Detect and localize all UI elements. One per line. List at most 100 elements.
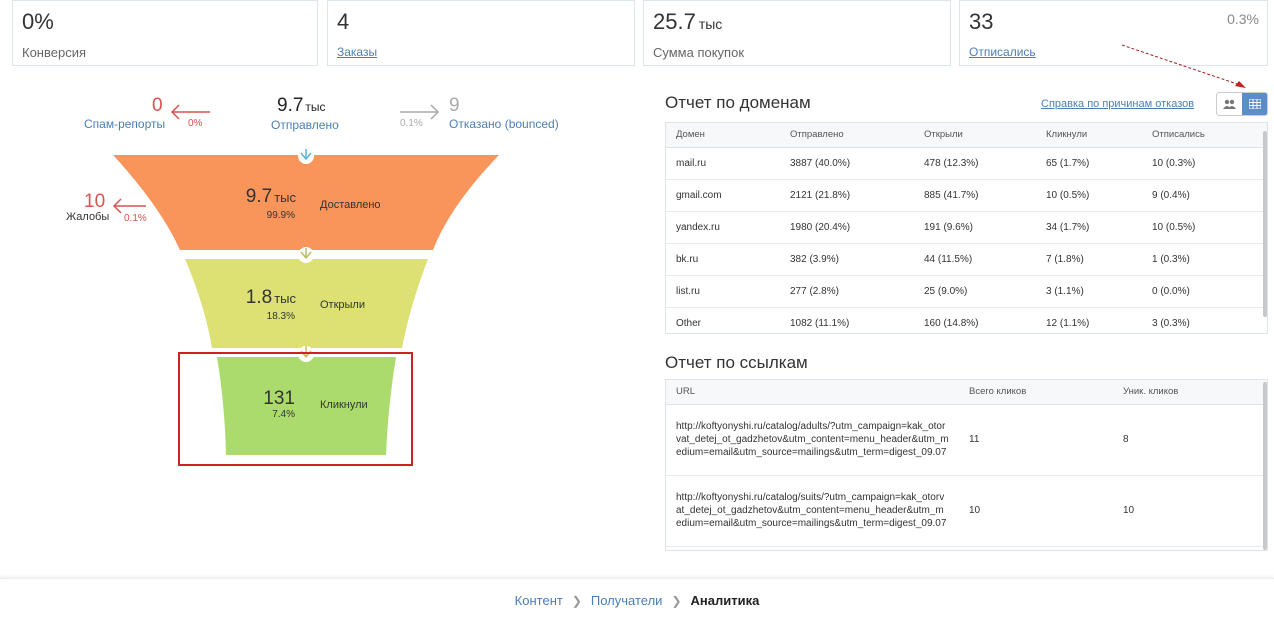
stat-unsubscribed: 33 0.3% Отписались xyxy=(959,0,1268,66)
cell: yandex.ru xyxy=(666,211,780,244)
bounced-link[interactable]: Отказано (bounced) xyxy=(449,117,559,131)
bounced-pct: 0.1% xyxy=(400,118,423,129)
table-row: list.ru 277 (2.8%) 25 (9.0%) 3 (1.1%) 0 (0.0… xyxy=(666,275,1267,308)
cell: gmail.com xyxy=(666,179,780,212)
sent-link[interactable]: Отправлено xyxy=(271,118,339,132)
table-row: http://koftyonyshi.ru/catalog/suits/?utm… xyxy=(666,475,1267,547)
sent-number: 9.7 xyxy=(277,95,304,116)
cell: 25 (9.0%) xyxy=(914,275,1036,308)
table-row: mail.ru 3887 (40.0%) 478 (12.3%) 65 (1.7%) 1… xyxy=(666,147,1267,180)
column-header[interactable]: Всего кликов xyxy=(959,380,1113,405)
stage-delivered-shape xyxy=(113,155,499,250)
stat-orders: 4 Заказы xyxy=(327,0,635,66)
cell: 34 (1.7%) xyxy=(1036,211,1142,244)
cell: 3 (0.3%) xyxy=(1142,307,1267,333)
stat-value: 33 xyxy=(969,9,994,34)
domains-table: Домен Отправлено Открыли Кликнули Отписа… xyxy=(665,122,1268,334)
chevron-right-icon: ❯ xyxy=(571,593,582,608)
stage-clicked-shape xyxy=(217,357,396,455)
cell: 11 xyxy=(959,404,1113,476)
complaints-arrow-icon xyxy=(112,198,146,214)
unsubscribed-link[interactable]: Отписались xyxy=(969,45,1036,59)
stats-bar: 0% Конверсия 4 Заказы 25.7 тыс Сумма поку… xyxy=(0,0,1274,66)
stat-conversion: 0% Конверсия xyxy=(12,0,318,66)
delivered-pct: 99.9% xyxy=(266,210,295,221)
cell: 3 (1.1%) xyxy=(1036,275,1142,308)
cell: 160 (14.8%) xyxy=(914,307,1036,333)
domains-scrollbar[interactable] xyxy=(1263,131,1267,317)
annotation-arrow-icon xyxy=(1121,44,1246,88)
column-header[interactable]: Открыли xyxy=(914,123,1036,148)
column-header[interactable]: Отправлено xyxy=(780,123,914,148)
delivered-label: Доставлено xyxy=(320,199,381,211)
column-header[interactable]: Отписались xyxy=(1142,123,1267,148)
spam-pct: 0% xyxy=(188,118,203,129)
breadcrumb-recipients[interactable]: Получатели xyxy=(590,593,663,608)
stat-label: Сумма покупок xyxy=(653,45,745,60)
opened-number: 1.8 xyxy=(245,287,273,308)
bounce-help-link[interactable]: Справка по причинам отказов xyxy=(1041,98,1195,110)
opened-pct: 18.3% xyxy=(266,311,295,322)
cell: 3887 (40.0%) xyxy=(780,147,914,180)
cell: Other xyxy=(666,307,780,333)
breadcrumb: Контент ❯ Получатели ❯ Аналитика xyxy=(0,578,1274,622)
column-header[interactable]: Кликнули xyxy=(1036,123,1142,148)
delivered-number: 9.7 xyxy=(245,186,273,207)
cell: 65 (1.7%) xyxy=(1036,147,1142,180)
opened-label: Открыли xyxy=(320,299,365,311)
funnel-graphic xyxy=(112,104,499,466)
column-header[interactable]: Уник. кликов xyxy=(1113,380,1267,405)
cell: 1 (0.3%) xyxy=(1142,243,1267,276)
stage-opened-shape xyxy=(185,259,428,348)
cell: 12 (1.1%) xyxy=(1036,307,1142,333)
cell: 9 (0.4%) xyxy=(1142,179,1267,212)
complaints-label: Жалобы xyxy=(66,211,110,223)
users-view-button[interactable] xyxy=(1217,93,1242,115)
cell: bk.ru xyxy=(666,243,780,276)
sent-unit: тыс xyxy=(305,100,326,114)
table-row: yandex.ru 1980 (20.4%) 191 (9.6%) 34 (1.7%)… xyxy=(666,211,1267,244)
stat-pct: 0.3% xyxy=(1227,11,1259,27)
spam-link[interactable]: Спам-репорты xyxy=(84,117,166,131)
links-scrollbar[interactable] xyxy=(1263,382,1267,550)
complaints-pct: 0.1% xyxy=(124,213,147,224)
table-view-button[interactable] xyxy=(1242,93,1267,115)
delivered-unit: тыс xyxy=(274,190,296,205)
breadcrumb-analytics: Аналитика xyxy=(690,593,760,608)
highlight-box xyxy=(178,352,413,466)
cell: 10 (0.3%) xyxy=(1142,147,1267,180)
links-title: Отчет по ссылкам xyxy=(665,353,808,372)
stat-unit: тыс xyxy=(698,16,723,32)
breadcrumb-content[interactable]: Контент xyxy=(514,593,563,608)
cell: 10 xyxy=(959,475,1113,547)
table-row: bk.ru 382 (3.9%) 44 (11.5%) 7 (1.8%) 1 (0.3%… xyxy=(666,243,1267,276)
cell: 382 (3.9%) xyxy=(780,243,914,276)
column-header[interactable]: URL xyxy=(666,380,959,405)
cell: 10 (0.5%) xyxy=(1036,179,1142,212)
url-cell[interactable]: http://koftyonyshi.ru/catalog/suits/?utm… xyxy=(666,475,959,547)
clicked-pct: 7.4% xyxy=(272,409,295,420)
bounced-value: 9 xyxy=(449,95,460,116)
table-row: gmail.com 2121 (21.8%) 885 (41.7%) 10 (0.5%… xyxy=(666,179,1267,212)
table-icon xyxy=(1248,99,1261,109)
url-cell[interactable]: http://koftyonyshi.ru/catalog/adults/?ut… xyxy=(666,404,959,476)
cell: 191 (9.6%) xyxy=(914,211,1036,244)
email-funnel: 0 Спам-репорты 0% 9.7 тыс Отправлено 9 0.… xyxy=(0,66,640,516)
orders-link[interactable]: Заказы xyxy=(337,45,378,59)
stat-value: 4 xyxy=(337,9,350,34)
clicked-value: 131 xyxy=(263,388,295,409)
cell: list.ru xyxy=(666,275,780,308)
cell: 1980 (20.4%) xyxy=(780,211,914,244)
cell: 10 xyxy=(1113,475,1267,547)
cell: 478 (12.3%) xyxy=(914,147,1036,180)
cell: 8 xyxy=(1113,404,1267,476)
column-header[interactable]: Домен xyxy=(666,123,780,148)
cell: 2121 (21.8%) xyxy=(780,179,914,212)
stat-label: Конверсия xyxy=(22,45,87,60)
stat-purchases: 25.7 тыс Сумма покупок xyxy=(643,0,951,66)
table-row: http://koftyonyshi.ru/catalog/adults/?ut… xyxy=(666,404,1267,476)
cell: 7 (1.8%) xyxy=(1036,243,1142,276)
cell: 44 (11.5%) xyxy=(914,243,1036,276)
table-header-row: Домен Отправлено Открыли Кликнули Отписа… xyxy=(666,123,1267,148)
domains-title: Отчет по доменам xyxy=(665,93,811,112)
